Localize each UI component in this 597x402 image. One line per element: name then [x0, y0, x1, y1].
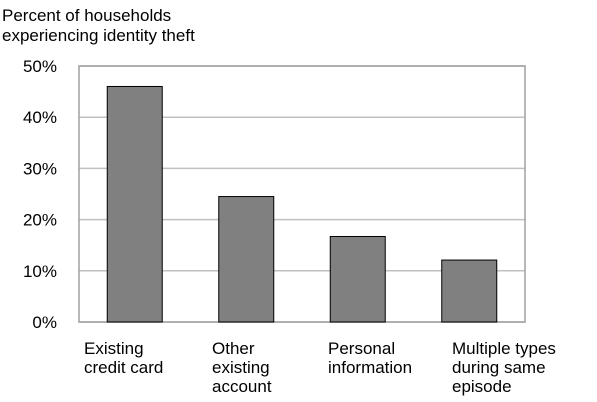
y-tick-label: 20% [23, 211, 57, 230]
x-category-label: Personal [328, 339, 395, 358]
y-tick-label: 0% [32, 313, 57, 332]
x-category-label: information [328, 358, 412, 377]
y-tick-label: 30% [23, 159, 57, 178]
x-category-label: episode [452, 377, 512, 396]
x-category-label: existing [212, 358, 270, 377]
plot-frame [78, 65, 526, 323]
x-category-label: during same [452, 358, 546, 377]
x-category-label: credit card [84, 358, 163, 377]
y-tick-label: 50% [23, 57, 57, 76]
y-axis-title-line: Percent of households [2, 6, 171, 25]
y-tick-label: 40% [23, 108, 57, 127]
x-category-label: account [212, 377, 272, 396]
x-category-label: Other [212, 339, 255, 358]
bar [329, 235, 386, 323]
bar [218, 196, 275, 323]
bar [106, 85, 163, 323]
bars [106, 85, 498, 323]
x-category-label: Existing [84, 339, 144, 358]
y-axis-ticks: 0% 10% 20% 30% 40% 50% [23, 57, 57, 332]
y-tick-label: 10% [23, 262, 57, 281]
x-category-label: Multiple types [452, 339, 556, 358]
bar [441, 259, 498, 323]
y-axis-title-line: experiencing identity theft [2, 26, 195, 45]
